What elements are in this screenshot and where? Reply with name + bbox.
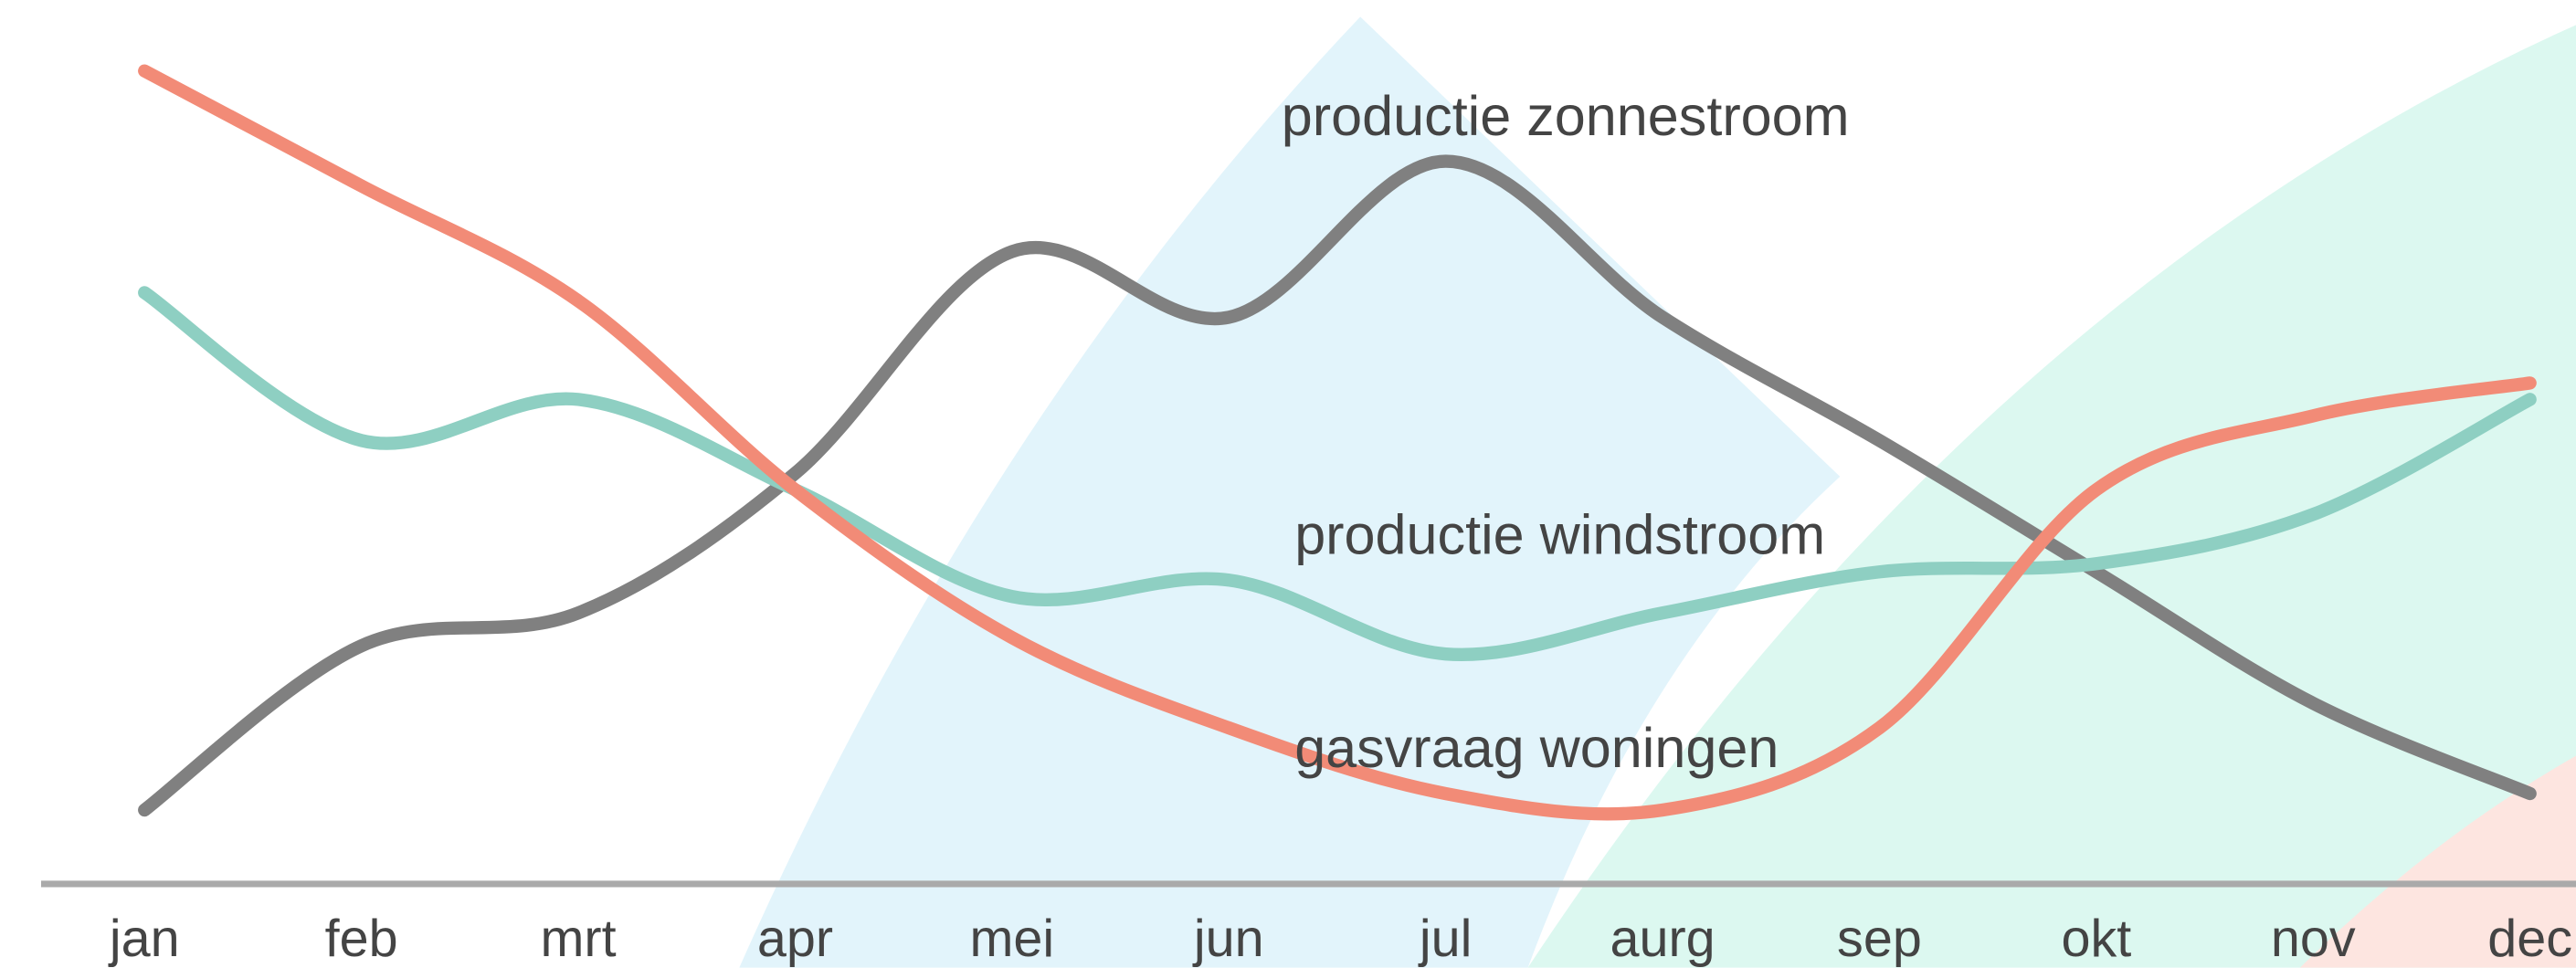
series-label: productie windstroom bbox=[1294, 503, 1825, 565]
x-tick-label: sep bbox=[1837, 910, 1922, 968]
x-tick-label: jul bbox=[1418, 910, 1473, 968]
x-tick-label: okt bbox=[2061, 910, 2131, 968]
x-tick-label: nov bbox=[2271, 910, 2356, 968]
series-label: productie zonnestroom bbox=[1282, 85, 1850, 147]
page: productie zonnestroom productie windstro… bbox=[0, 0, 2576, 968]
x-tick-label: jan bbox=[108, 910, 180, 968]
x-tick-label: aurg bbox=[1610, 910, 1715, 968]
background bbox=[739, 16, 2576, 967]
x-tick-label: mei bbox=[969, 910, 1054, 968]
x-tick-label: apr bbox=[757, 910, 833, 968]
x-tick-label: jun bbox=[1192, 910, 1264, 968]
chart: productie zonnestroom productie windstro… bbox=[0, 0, 2576, 968]
x-tick-label: feb bbox=[325, 910, 398, 968]
series-label: gasvraag woningen bbox=[1294, 717, 1779, 779]
x-tick-label: mrt bbox=[541, 910, 617, 968]
x-tick-label: dec bbox=[2487, 910, 2572, 968]
